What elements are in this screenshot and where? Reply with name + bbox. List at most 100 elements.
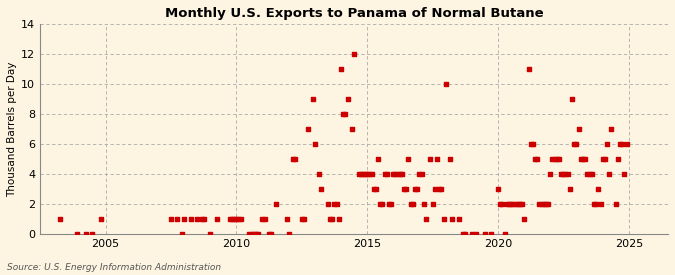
Point (224, 217, 235, 221)
Point (364, 172, 375, 176)
Point (431, 157, 442, 161)
Point (595, 202, 606, 206)
Point (606, 127, 617, 131)
Point (486, 232, 497, 236)
Point (416, 172, 427, 176)
Point (270, 202, 281, 206)
Point (198, 217, 209, 221)
Point (298, 217, 309, 221)
Point (390, 172, 401, 176)
Point (460, 232, 470, 236)
Point (427, 202, 438, 206)
Point (288, 157, 298, 161)
Point (284, 232, 294, 236)
Point (371, 187, 381, 191)
Point (619, 172, 630, 176)
Point (381, 172, 392, 176)
Point (307, 97, 318, 101)
Point (192, 217, 202, 221)
Point (429, 187, 440, 191)
Point (394, 172, 405, 176)
Point (525, 142, 536, 146)
Point (205, 232, 215, 236)
Point (479, 232, 490, 236)
Point (414, 172, 425, 176)
Point (406, 202, 416, 206)
Point (340, 112, 351, 116)
Point (412, 187, 423, 191)
Point (338, 112, 348, 116)
Point (425, 157, 436, 161)
Point (584, 172, 595, 176)
Point (564, 187, 575, 191)
Text: Source: U.S. Energy Information Administration: Source: U.S. Energy Information Administ… (7, 263, 221, 272)
Point (196, 217, 207, 221)
Point (458, 232, 468, 236)
Point (573, 127, 584, 131)
Point (597, 157, 608, 161)
Point (504, 202, 514, 206)
Point (539, 202, 549, 206)
Point (580, 157, 591, 161)
Point (259, 217, 270, 221)
Point (342, 97, 353, 101)
Point (327, 217, 338, 221)
Point (549, 157, 560, 161)
Point (436, 187, 447, 191)
Point (454, 217, 464, 221)
Point (578, 157, 589, 161)
Point (396, 172, 407, 176)
Point (589, 202, 599, 206)
Point (355, 172, 366, 176)
Point (514, 202, 525, 206)
Point (179, 217, 190, 221)
Point (399, 187, 410, 191)
Point (603, 172, 614, 176)
Point (440, 82, 451, 86)
Point (617, 142, 628, 146)
Point (323, 202, 333, 206)
Point (264, 232, 275, 236)
Point (493, 187, 504, 191)
Point (377, 202, 387, 206)
Point (527, 142, 538, 146)
Point (545, 172, 556, 176)
Point (562, 172, 573, 176)
Point (360, 172, 371, 176)
Point (244, 232, 255, 236)
Point (601, 142, 612, 146)
Point (248, 232, 259, 236)
Point (516, 202, 527, 206)
Point (508, 202, 518, 206)
Point (165, 217, 176, 221)
Point (612, 157, 623, 161)
Point (250, 232, 261, 236)
Point (367, 172, 377, 176)
Point (229, 217, 240, 221)
Point (541, 202, 551, 206)
Point (536, 202, 547, 206)
Point (499, 232, 510, 236)
Point (591, 202, 601, 206)
Point (534, 202, 545, 206)
Point (172, 217, 183, 221)
Point (349, 52, 360, 56)
Point (569, 142, 580, 146)
Point (466, 232, 477, 236)
Point (558, 172, 569, 176)
Point (87, 232, 98, 236)
Point (369, 187, 379, 191)
Point (72, 232, 82, 236)
Point (447, 217, 458, 221)
Point (331, 202, 342, 206)
Point (582, 172, 593, 176)
Point (599, 157, 610, 161)
Point (506, 202, 516, 206)
Point (615, 142, 626, 146)
Point (408, 202, 418, 206)
Point (314, 172, 325, 176)
Point (54, 217, 65, 221)
Point (357, 172, 368, 176)
Point (80, 232, 91, 236)
Point (543, 202, 554, 206)
